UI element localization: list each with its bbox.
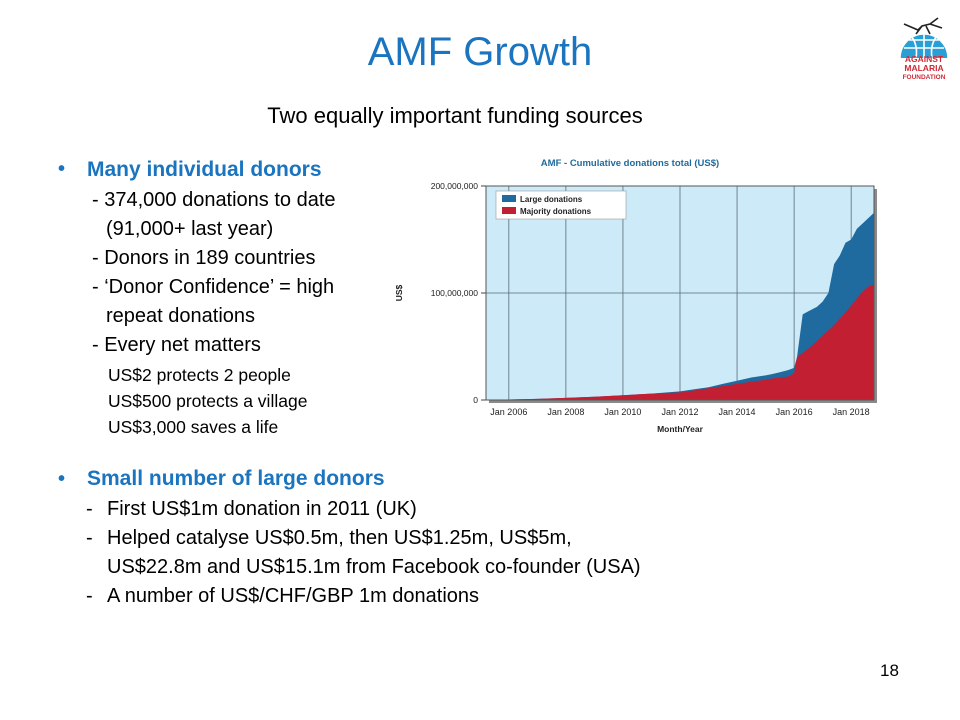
subtitle: Two equally important funding sources bbox=[267, 103, 643, 128]
large-item-text: A number of US$/CHF/GBP 1m donations bbox=[107, 585, 480, 607]
individual-line: - ‘Donor Confidence’ = high bbox=[92, 276, 335, 298]
logo-text-line1: AGAINST bbox=[904, 54, 944, 64]
cumulative-donations-chart: AMF - Cumulative donations total (US$) Ja… bbox=[394, 158, 877, 434]
large-item-dash: - bbox=[86, 527, 93, 549]
x-tick-label: Jan 2010 bbox=[604, 407, 641, 417]
individual-line: (91,000+ last year) bbox=[106, 218, 274, 240]
large-item-text: Helped catalyse US$0.5m, then US$1.25m, … bbox=[107, 527, 572, 549]
y-tick-label: 0 bbox=[473, 395, 478, 405]
x-tick-label: Jan 2012 bbox=[661, 407, 698, 417]
logo-text-line3: FOUNDATION bbox=[902, 74, 946, 81]
legend-label: Majority donations bbox=[520, 207, 592, 216]
x-tick-label: Jan 2006 bbox=[490, 407, 527, 417]
example-line: US$500 protects a village bbox=[108, 391, 308, 411]
legend-swatch-majority bbox=[502, 207, 516, 214]
large-donors-heading: Small number of large donors bbox=[87, 467, 385, 490]
example-line: US$3,000 saves a life bbox=[108, 417, 279, 437]
large-item-dash: - bbox=[86, 585, 93, 607]
individual-line: - Every net matters bbox=[92, 334, 261, 356]
y-tick-label: 200,000,000 bbox=[431, 181, 479, 191]
individual-line: - Donors in 189 countries bbox=[92, 247, 316, 269]
legend-box bbox=[495, 190, 627, 220]
majority-donations-area bbox=[486, 284, 874, 400]
y-axis-label: US$ bbox=[394, 284, 404, 301]
individual-line: - 374,000 donations to date bbox=[92, 189, 336, 211]
x-tick-label: Jan 2014 bbox=[719, 407, 756, 417]
large-item-dash: - bbox=[86, 498, 93, 520]
page-number: 18 bbox=[880, 661, 899, 680]
bullet-dot: • bbox=[58, 468, 66, 490]
x-tick-label: Jan 2016 bbox=[776, 407, 813, 417]
large-item-text: First US$1m donation in 2011 (UK) bbox=[107, 498, 417, 520]
individual-donors-heading: Many individual donors bbox=[87, 158, 322, 181]
example-line: US$2 protects 2 people bbox=[108, 365, 291, 385]
legend-swatch-large bbox=[502, 195, 516, 202]
page-title: AMF Growth bbox=[367, 30, 593, 74]
x-axis-label: Month/Year bbox=[657, 424, 704, 434]
against-malaria-foundation-logo bbox=[899, 17, 949, 59]
bullet-dot: • bbox=[58, 158, 66, 180]
plot-border bbox=[485, 185, 875, 401]
x-tick-label: Jan 2018 bbox=[833, 407, 870, 417]
chart-title: AMF - Cumulative donations total (US$) bbox=[541, 158, 719, 169]
x-tick-label: Jan 2008 bbox=[547, 407, 584, 417]
logo-text-line2: MALARIA bbox=[904, 63, 944, 73]
individual-line: repeat donations bbox=[106, 305, 256, 327]
y-tick-label: 100,000,000 bbox=[431, 288, 479, 298]
large-item-text: US$22.8m and US$15.1m from Facebook co-f… bbox=[107, 556, 641, 578]
legend-label: Large donations bbox=[520, 195, 583, 204]
